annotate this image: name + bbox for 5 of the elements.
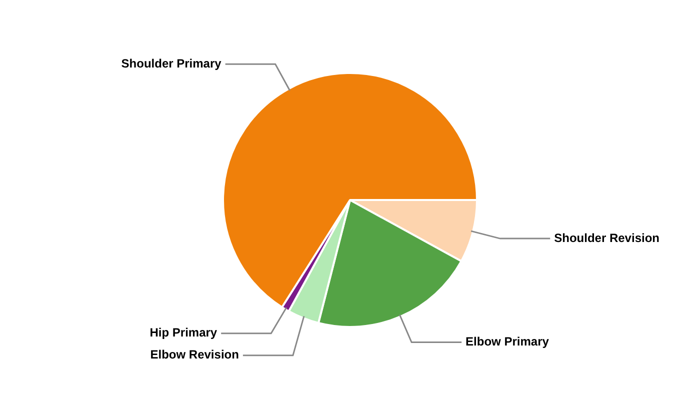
slice-label: Elbow Primary	[466, 334, 550, 349]
slice-label: Hip Primary	[150, 326, 218, 340]
slice-label: Elbow Revision	[150, 348, 239, 362]
slice-label: Shoulder Primary	[121, 56, 222, 70]
slice-label: Shoulder Revision	[554, 230, 660, 245]
